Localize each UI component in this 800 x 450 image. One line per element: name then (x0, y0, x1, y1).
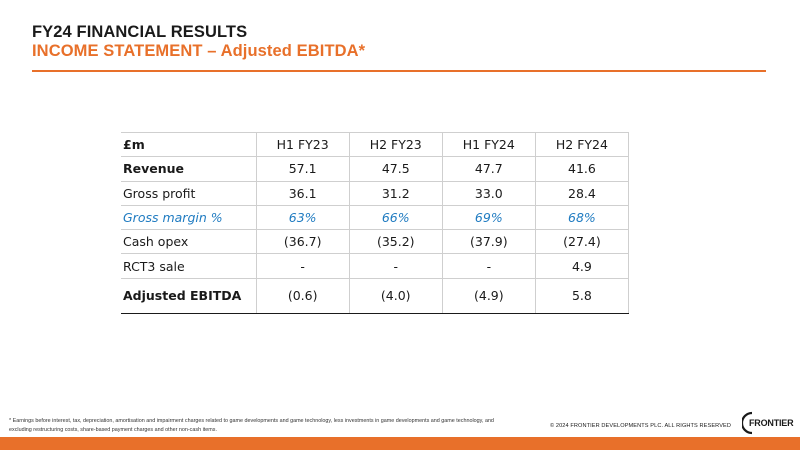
table-row-adjusted-ebitda: Adjusted EBITDA (0.6) (4.0) (4.9) 5.8 (121, 277, 630, 314)
row-label: Gross profit (121, 181, 257, 206)
table-cell: (0.6) (255, 277, 350, 314)
table-cell: 28.4 (534, 181, 630, 206)
table-cell: 63% (255, 205, 350, 231)
row-label: Gross margin % (121, 205, 257, 231)
frontier-logo-icon (742, 411, 753, 435)
table-cell: 68% (534, 205, 630, 231)
table-cell: 4.9 (534, 253, 630, 279)
footnote: * Earnings before interest, tax, depreci… (9, 418, 494, 433)
table-row-gross-margin: Gross margin % 63% 66% 69% 68% (121, 205, 630, 231)
table-cell: 33.0 (441, 181, 536, 206)
column-header: H2 FY24 (534, 131, 630, 158)
row-label: Adjusted EBITDA (121, 277, 257, 314)
table-cell: (4.0) (348, 277, 443, 314)
row-label: RCT3 sale (121, 253, 257, 279)
table-cell: 41.6 (534, 156, 630, 182)
title-divider (32, 70, 766, 72)
row-label: Cash opex (121, 229, 257, 255)
table-cell: 69% (441, 205, 536, 231)
logo-wordmark: FRONTIER (749, 418, 794, 428)
footer-accent-bar (0, 437, 800, 450)
table-row-gross-profit: Gross profit 36.1 31.2 33.0 28.4 (121, 181, 630, 206)
table-header-row: £m H1 FY23 H2 FY23 H1 FY24 H2 FY24 (121, 131, 630, 158)
slide-subtitle: INCOME STATEMENT – Adjusted EBITDA* (32, 42, 366, 60)
income-statement-table: £m H1 FY23 H2 FY23 H1 FY24 H2 FY24 Reven… (121, 131, 630, 314)
table-row-cash-opex: Cash opex (36.7) (35.2) (37.9) (27.4) (121, 229, 630, 255)
table-cell: 57.1 (255, 156, 350, 182)
table-cell: (4.9) (441, 277, 536, 314)
table-cell: 36.1 (255, 181, 350, 206)
column-header: H1 FY24 (441, 131, 536, 158)
table-cell: 47.7 (441, 156, 536, 182)
column-header: H2 FY23 (348, 131, 443, 158)
row-label: Revenue (121, 156, 257, 182)
table-row-revenue: Revenue 57.1 47.5 47.7 41.6 (121, 156, 630, 182)
table-cell: 47.5 (348, 156, 443, 182)
table-row-rct3-sale: RCT3 sale - - - 4.9 (121, 253, 630, 279)
table-cell: (37.9) (441, 229, 536, 255)
table-cell: 66% (348, 205, 443, 231)
slide-title: FY24 FINANCIAL RESULTS (32, 23, 248, 41)
column-header: £m (121, 131, 257, 158)
table-cell: (35.2) (348, 229, 443, 255)
table-cell: 5.8 (534, 277, 630, 314)
copyright-notice: © 2024 FRONTIER DEVELOPMENTS PLC. ALL RI… (550, 423, 732, 429)
column-header: H1 FY23 (255, 131, 350, 158)
table-cell: - (255, 253, 350, 279)
table-cell: - (348, 253, 443, 279)
table-cell: - (441, 253, 536, 279)
table-cell: (27.4) (534, 229, 630, 255)
table-cell: (36.7) (255, 229, 350, 255)
table-cell: 31.2 (348, 181, 443, 206)
